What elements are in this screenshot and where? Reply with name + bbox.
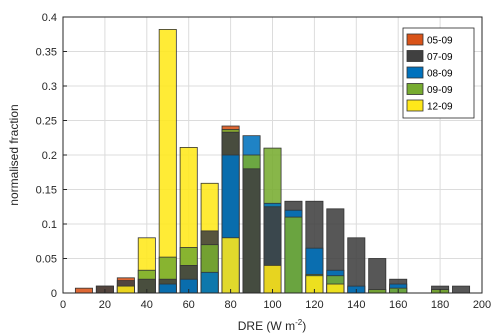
x-tick-label: 160 <box>389 299 407 311</box>
legend-label: 12-09 <box>427 102 453 113</box>
x-tick-label: 100 <box>263 299 281 311</box>
x-tick-label: 40 <box>141 299 153 311</box>
bar-12-09 <box>158 29 177 294</box>
bar-08-09 <box>158 283 177 294</box>
bar-05-09 <box>74 287 93 294</box>
x-axis-label: DRE (W m-2) <box>238 318 306 333</box>
bar-09-09 <box>284 216 303 294</box>
bar-12-09 <box>116 285 135 294</box>
bar-09-09 <box>368 289 387 294</box>
y-tick-label: 0 <box>51 288 57 300</box>
x-axis-ticks: 0 20 40 60 80 100 120 140 160 180 200 <box>60 289 491 311</box>
legend-label: 09-09 <box>427 85 453 96</box>
y-tick-label: 0.4 <box>42 12 57 24</box>
legend: 05-09 07-09 08-09 09-09 12-09 <box>402 27 475 119</box>
y-axis-ticks: 0 0.05 0.1 0.15 0.2 0.25 0.3 0.35 0.4 <box>36 12 67 300</box>
legend-swatch <box>406 50 424 62</box>
x-tick-label: 140 <box>347 299 365 311</box>
y-tick-label: 0.3 <box>42 81 57 93</box>
y-tick-label: 0.05 <box>36 254 57 266</box>
legend-swatch <box>406 83 424 95</box>
bar-12-09 <box>263 264 282 294</box>
x-tick-label: 200 <box>473 299 491 311</box>
y-tick-label: 0.25 <box>36 116 57 128</box>
legend-label: 07-09 <box>427 52 453 63</box>
x-axis-label-sup: -2 <box>295 318 303 327</box>
x-axis-label-main: DRE (W m <box>238 319 295 333</box>
legend-swatch <box>406 66 424 79</box>
legend-swatch <box>406 99 424 112</box>
x-tick-label: 120 <box>305 299 323 311</box>
y-tick-label: 0.15 <box>36 185 57 197</box>
x-tick-label: 180 <box>431 299 449 311</box>
bar-07-09 <box>242 168 261 294</box>
legend-swatch <box>406 33 424 46</box>
y-tick-label: 0.2 <box>42 150 57 162</box>
legend-label: 08-09 <box>427 69 453 80</box>
legend-label: 05-09 <box>427 36 453 47</box>
x-tick-label: 80 <box>224 299 236 311</box>
x-axis-label-suffix: ) <box>302 319 306 333</box>
y-axis-label: normalised fraction <box>7 104 21 205</box>
bar-07-09 <box>452 285 471 294</box>
bar-07-09 <box>368 258 387 294</box>
y-tick-label: 0.1 <box>42 219 57 231</box>
bar-08-09 <box>200 271 219 294</box>
bar-12-09 <box>326 283 345 294</box>
y-tick-label: 0.35 <box>36 47 57 59</box>
bar-12-09 <box>221 237 240 294</box>
bar-07-09 <box>347 237 366 294</box>
x-tick-label: 60 <box>183 299 195 311</box>
x-tick-label: 20 <box>99 299 111 311</box>
x-tick-label: 0 <box>60 299 66 311</box>
